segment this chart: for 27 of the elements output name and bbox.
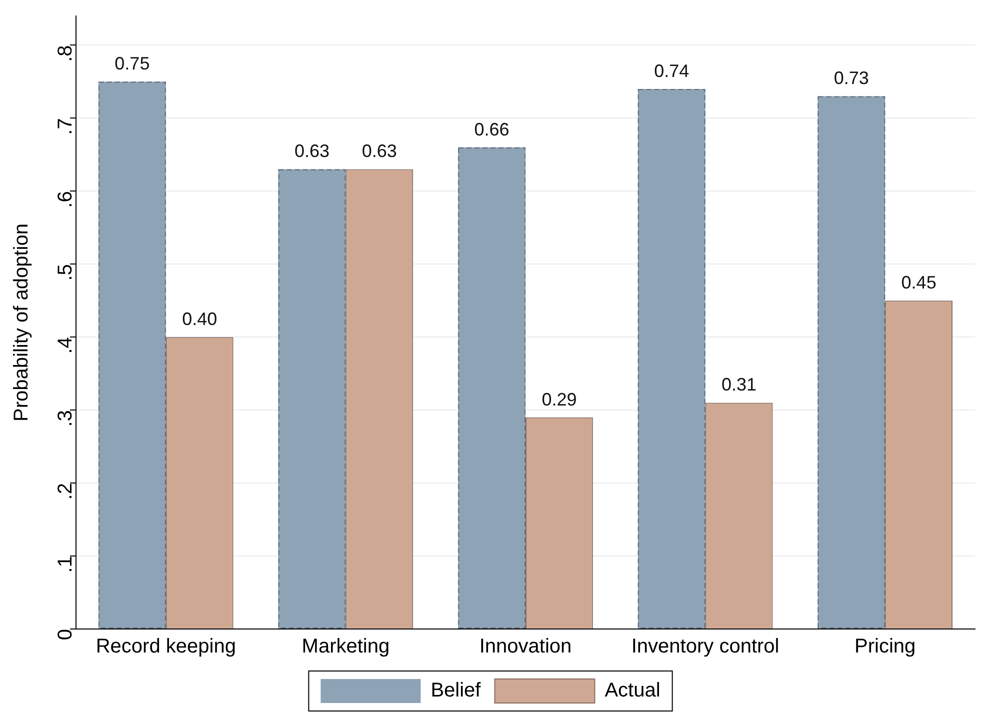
data-label: 0.63 [362,141,397,162]
y-tick-label: .5 [54,264,77,281]
x-tick-label: Marketing [302,636,390,658]
y-tick-label: .2 [54,483,77,500]
data-label: 0.40 [182,309,218,330]
y-tick-label: .8 [54,45,77,62]
y-axis-title: Probability of adoption [10,224,33,422]
data-label: 0.45 [901,272,936,293]
data-label: 0.74 [654,60,690,81]
y-tick-label: .1 [54,556,77,573]
x-tick-label: Record keeping [96,636,236,658]
data-label: 0.75 [114,54,150,74]
data-label: 0.31 [721,374,757,395]
data-label: 0.63 [294,141,330,162]
legend-label: Belief [430,680,482,702]
legend-label: Actual [604,680,660,702]
x-tick-label: Innovation [479,636,572,658]
data-label: 0.29 [542,389,577,410]
y-tick-label: .7 [54,118,77,135]
x-tick-label: Inventory control [631,636,780,658]
y-tick-label: .4 [54,337,77,354]
y-tick-label: .3 [54,410,77,427]
data-label: 0.73 [834,68,869,88]
data-label: 0.66 [474,119,510,140]
y-tick-label: 0 [54,629,77,640]
y-tick-label: .6 [54,191,77,208]
x-tick-label: Pricing [854,636,916,658]
